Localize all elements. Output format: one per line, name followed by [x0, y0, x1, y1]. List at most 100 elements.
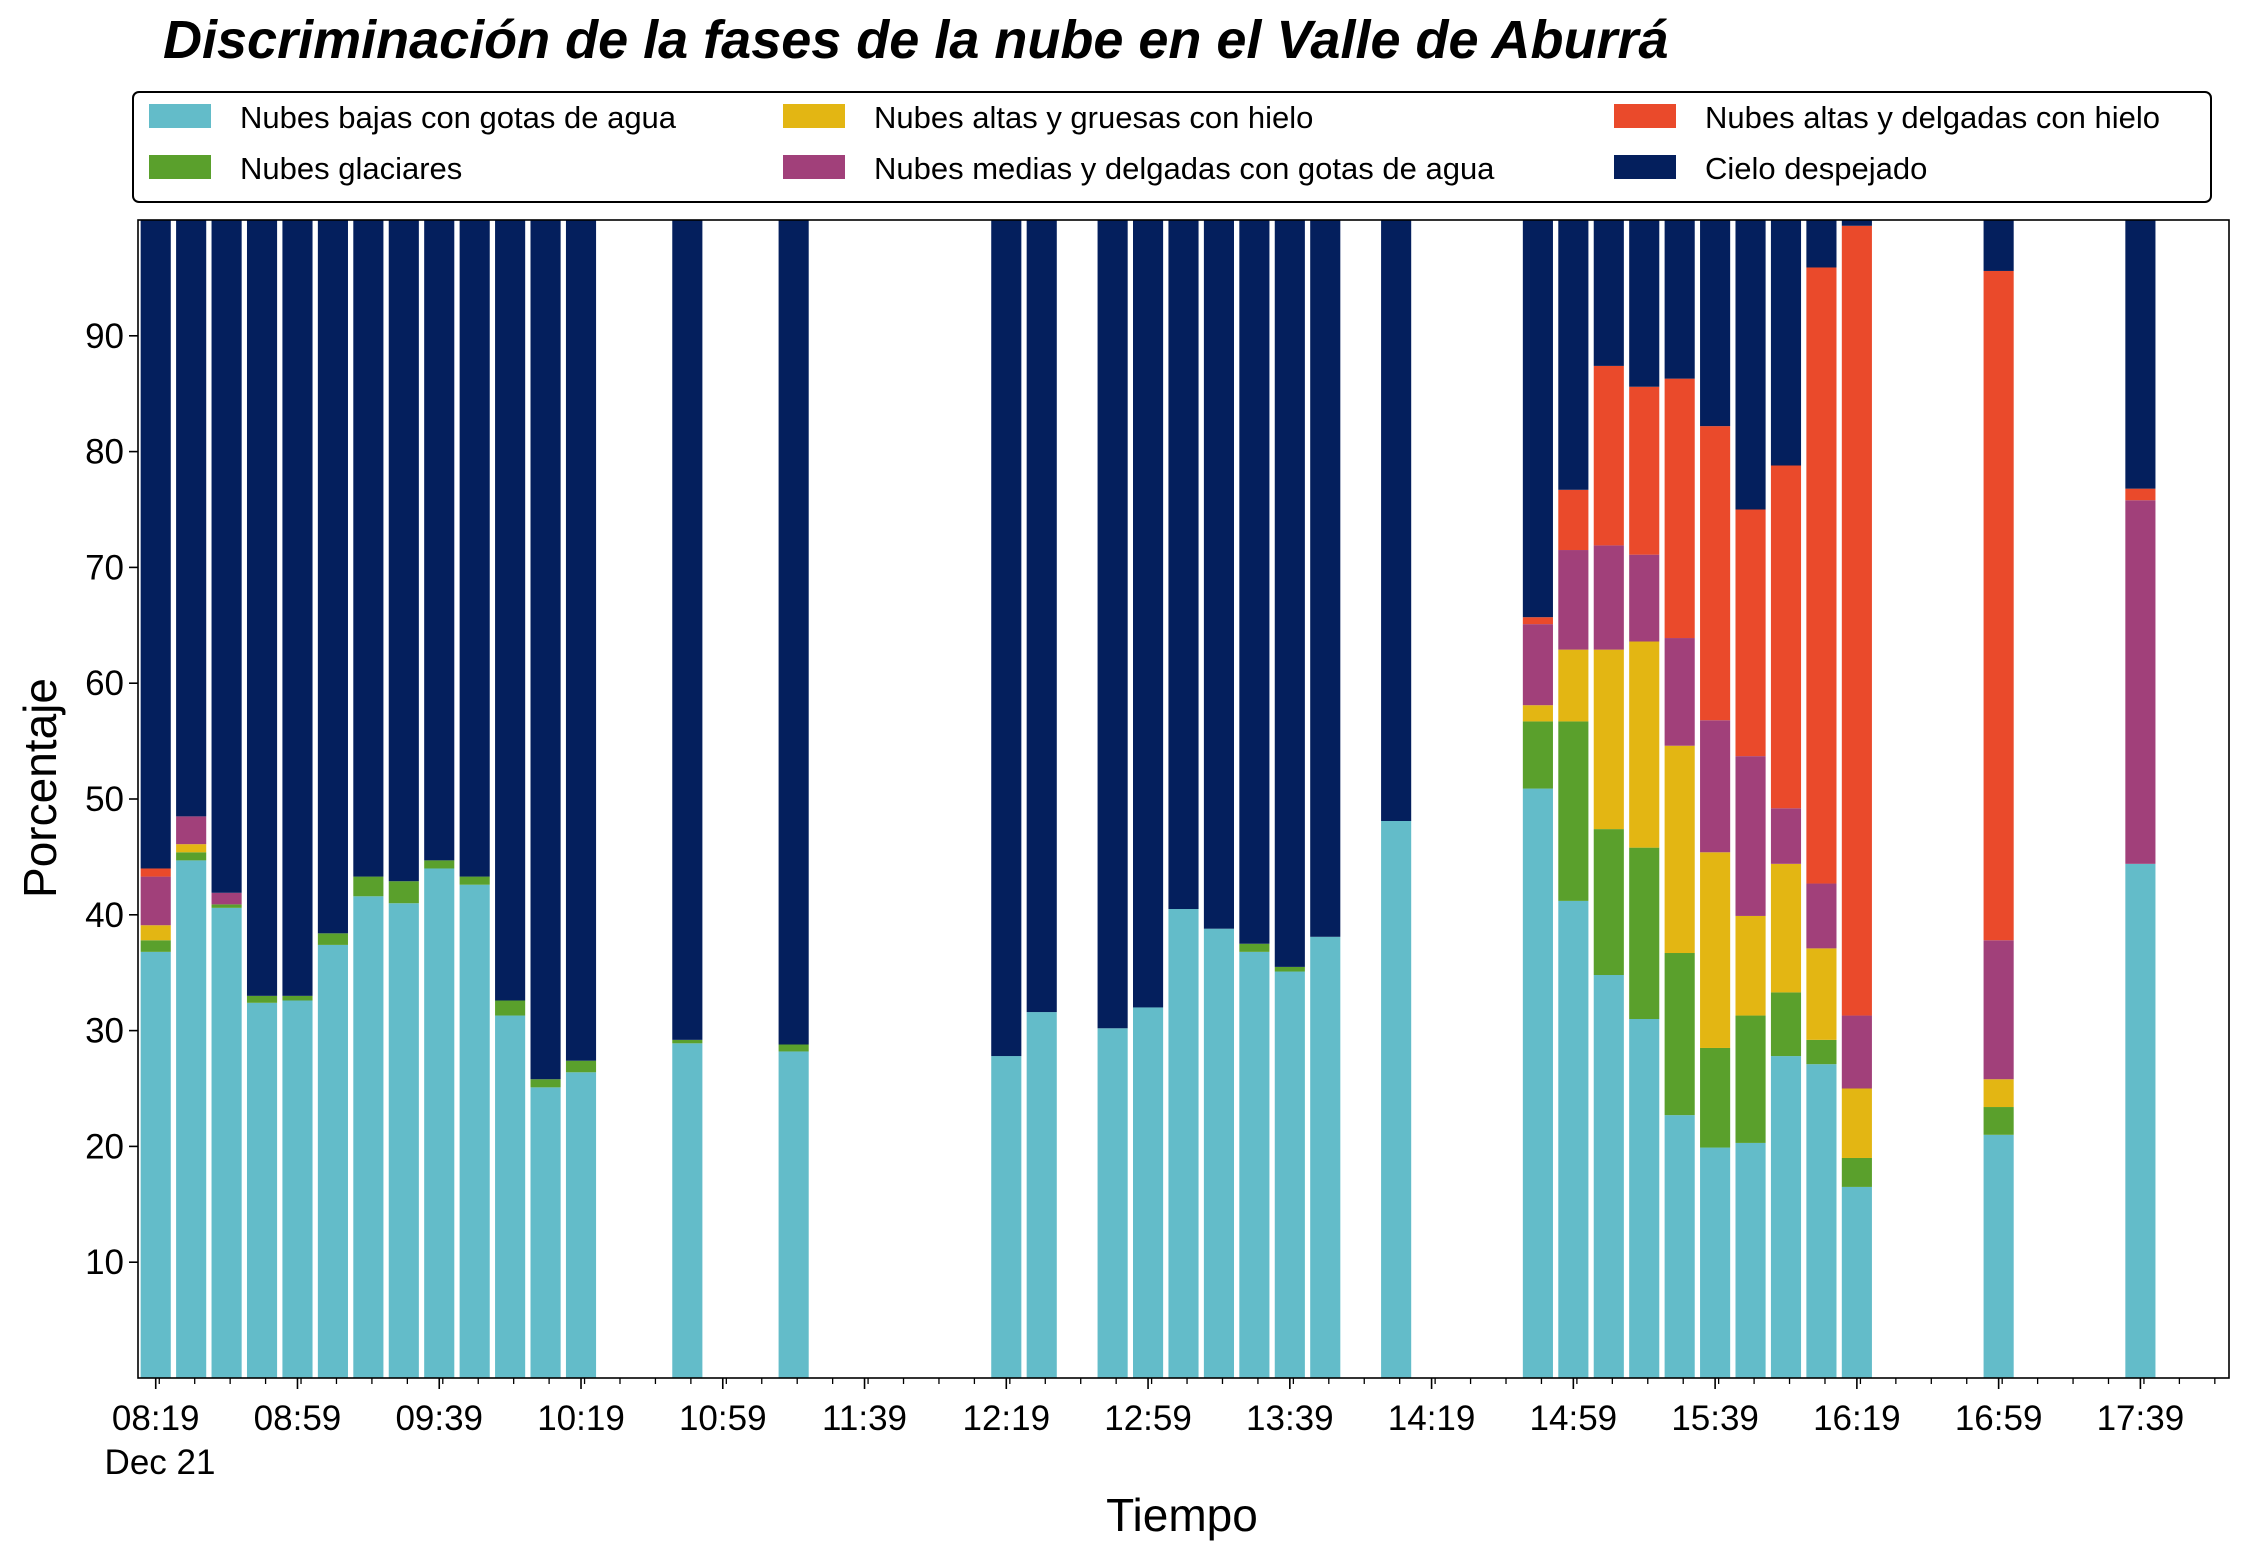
bar-segment-nubes-glaciares: [1735, 1015, 1766, 1143]
bar-segment-cielo-despejado: [495, 220, 526, 1001]
bar-segment-nubes-altas-y-delgadas-con-hielo: [1841, 225, 1872, 1016]
bar-segment-nubes-glaciares: [672, 1039, 703, 1044]
bar-segment-nubes-bajas-con-gotas-de-agua: [1770, 1056, 1802, 1378]
bar-segment-cielo-despejado: [1274, 220, 1305, 967]
y-tick-label: 90: [85, 317, 124, 356]
x-tick-label: 14:19: [1388, 1399, 1476, 1438]
legend-item-nubes-glaciares: Nubes glaciares: [149, 151, 462, 186]
bar-segment-nubes-glaciares: [317, 933, 348, 945]
bar-segment-nubes-medias-y-delgadas-con-gotas-de-agua: [1770, 808, 1802, 864]
bar-segment-cielo-despejado: [1664, 220, 1695, 379]
bar-segment-nubes-altas-y-gruesas-con-hielo: [1841, 1088, 1872, 1158]
bar-segment-nubes-altas-y-gruesas-con-hielo: [140, 925, 171, 941]
bar-segment-nubes-glaciares: [282, 995, 313, 1001]
bar-segment-nubes-bajas-con-gotas-de-agua: [211, 907, 242, 1378]
x-axis-label: Tiempo: [1106, 1489, 1258, 1541]
bar-segment-nubes-altas-y-delgadas-con-hielo: [140, 868, 171, 877]
bar-segment-nubes-medias-y-delgadas-con-gotas-de-agua: [1629, 554, 1660, 642]
bar-segment-nubes-glaciares: [140, 940, 171, 952]
bar-segment-nubes-bajas-con-gotas-de-agua: [1558, 900, 1589, 1378]
bar-segment-nubes-bajas-con-gotas-de-agua: [1168, 909, 1199, 1378]
plot-area: 10 20 30 40 50 60 70 80 90 08:19 08:59 09:39 10:19 10…: [85, 219, 2230, 1438]
bar-segment-cielo-despejado: [565, 220, 597, 1061]
bar-segment-nubes-altas-y-gruesas-con-hielo: [1558, 649, 1589, 722]
bar-segment-cielo-despejado: [1593, 220, 1624, 366]
bar-segment-nubes-bajas-con-gotas-de-agua: [1026, 1012, 1057, 1378]
bar-segment-cielo-despejado: [1522, 220, 1553, 618]
bar-segment-cielo-despejado: [1097, 220, 1128, 1029]
bar-segment-nubes-bajas-con-gotas-de-agua: [1593, 975, 1624, 1378]
bar-segment-nubes-altas-y-delgadas-con-hielo: [1629, 386, 1660, 555]
bar-segment-nubes-altas-y-gruesas-con-hielo: [1983, 1079, 2014, 1108]
bar-segment-nubes-bajas-con-gotas-de-agua: [1274, 971, 1305, 1378]
bar-segment-nubes-altas-y-gruesas-con-hielo: [1629, 641, 1660, 848]
legend-label: Nubes altas y delgadas con hielo: [1705, 100, 2160, 135]
x-tick-label: 10:19: [537, 1399, 625, 1438]
bar-segment-nubes-bajas-con-gotas-de-agua: [459, 884, 490, 1378]
bar-segment-nubes-glaciares: [1664, 953, 1695, 1116]
bar-segment-nubes-glaciares: [1593, 829, 1624, 976]
y-tick-label: 40: [85, 896, 124, 935]
bar-segment-nubes-bajas-con-gotas-de-agua: [424, 868, 455, 1378]
bar-segment-nubes-glaciares: [495, 1000, 526, 1016]
bar-segment-cielo-despejado: [778, 220, 809, 1045]
bar-segment-nubes-bajas-con-gotas-de-agua: [353, 896, 384, 1378]
legend-label: Nubes bajas con gotas de agua: [240, 100, 677, 135]
bar-segment-nubes-glaciares: [1841, 1157, 1872, 1187]
legend-frame: [132, 91, 2212, 203]
bar-segment-nubes-bajas-con-gotas-de-agua: [672, 1043, 703, 1378]
bar-segment-nubes-bajas-con-gotas-de-agua: [1310, 936, 1341, 1378]
bar-segment-cielo-despejado: [1239, 220, 1270, 944]
bar-segment-nubes-bajas-con-gotas-de-agua: [388, 903, 419, 1378]
x-tick-label: 10:59: [679, 1399, 767, 1438]
bar-segment-nubes-bajas-con-gotas-de-agua: [140, 951, 171, 1378]
bar-segment-nubes-bajas-con-gotas-de-agua: [1097, 1028, 1128, 1378]
bar-segment-nubes-altas-y-delgadas-con-hielo: [1522, 617, 1553, 625]
bar-segment-nubes-altas-y-delgadas-con-hielo: [1558, 489, 1589, 551]
bar-segment-nubes-glaciares: [1770, 992, 1802, 1057]
bar-segment-nubes-bajas-con-gotas-de-agua: [246, 1002, 278, 1378]
x-tick-label: 16:19: [1813, 1399, 1901, 1438]
y-tick-label: 50: [85, 780, 124, 819]
bar-segment-nubes-bajas-con-gotas-de-agua: [991, 1056, 1022, 1378]
bar-segment-nubes-altas-y-delgadas-con-hielo: [1664, 378, 1695, 639]
bar-segment-nubes-glaciares: [1629, 847, 1660, 1020]
y-axis-label: Porcentaje: [14, 678, 66, 898]
bar-segment-cielo-despejado: [388, 220, 419, 882]
bar-segment-nubes-altas-y-delgadas-con-hielo: [1593, 365, 1624, 546]
legend-item-nubes-medias-y-delgadas-con-gotas-de-agua: Nubes medias y delgadas con gotas de agu…: [783, 151, 1495, 186]
bar-segment-nubes-bajas-con-gotas-de-agua: [1522, 788, 1553, 1378]
bar-segment-cielo-despejado: [1310, 220, 1341, 937]
bar-segment-nubes-bajas-con-gotas-de-agua: [1735, 1142, 1766, 1378]
chart-title: Discriminación de la fases de la nube en…: [163, 10, 1669, 70]
bar-segment-nubes-medias-y-delgadas-con-gotas-de-agua: [1841, 1015, 1872, 1089]
bar-segment-nubes-medias-y-delgadas-con-gotas-de-agua: [176, 816, 207, 845]
bar-segment-cielo-despejado: [282, 220, 313, 996]
bar-segment-nubes-glaciares: [211, 904, 242, 908]
bar-segment-nubes-bajas-con-gotas-de-agua: [495, 1015, 526, 1378]
bar-segment-cielo-despejado: [1168, 220, 1199, 910]
bar-segment-cielo-despejado: [246, 220, 278, 996]
bar-segment-cielo-despejado: [1381, 220, 1412, 821]
bar-segment-cielo-despejado: [991, 220, 1022, 1057]
y-tick-label: 20: [85, 1127, 124, 1166]
x-tick-label: 17:39: [2097, 1399, 2185, 1438]
bar-segment-nubes-glaciares: [1274, 966, 1305, 972]
x-tick-label: 09:39: [395, 1399, 483, 1438]
bar-segment-nubes-medias-y-delgadas-con-gotas-de-agua: [1735, 756, 1766, 916]
bar-segment-cielo-despejado: [2125, 220, 2156, 489]
x-tick-label: 12:59: [1104, 1399, 1192, 1438]
bar-segment-cielo-despejado: [1026, 220, 1057, 1013]
bar-segment-nubes-glaciares: [1806, 1039, 1837, 1065]
bar-segment-nubes-bajas-con-gotas-de-agua: [1203, 928, 1234, 1378]
legend-label: Nubes medias y delgadas con gotas de agu…: [874, 151, 1495, 186]
x-date-label: Dec 21: [105, 1443, 216, 1482]
bar-segment-nubes-glaciares: [353, 876, 384, 897]
bar-segment-nubes-bajas-con-gotas-de-agua: [778, 1051, 809, 1378]
legend-item-nubes-altas-y-delgadas-con-hielo: Nubes altas y delgadas con hielo: [1614, 100, 2160, 135]
bar-segment-cielo-despejado: [1629, 220, 1660, 387]
bar-segment-cielo-despejado: [1983, 220, 2014, 271]
bar-segment-nubes-medias-y-delgadas-con-gotas-de-agua: [2125, 500, 2156, 864]
bar-segment-nubes-medias-y-delgadas-con-gotas-de-agua: [1983, 940, 2014, 1080]
legend-swatch: [1614, 155, 1676, 179]
